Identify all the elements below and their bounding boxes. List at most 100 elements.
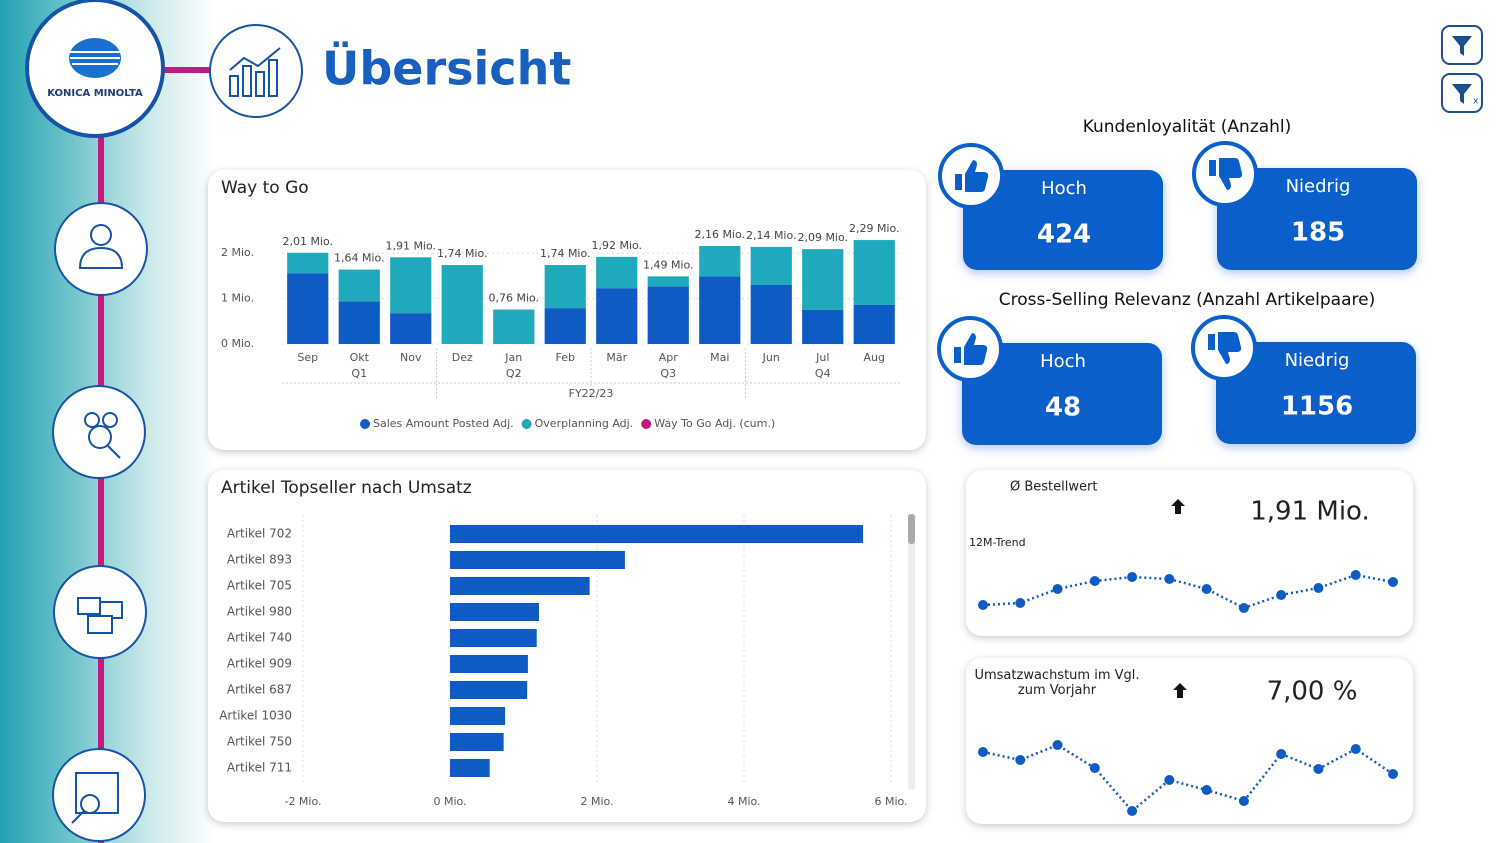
- x-tick-label: Jun: [762, 351, 780, 364]
- quarter-label: Q2: [506, 367, 522, 380]
- legend-dot: [641, 419, 652, 429]
- y-tick-label: Artikel 740: [227, 631, 292, 645]
- total-label: 1,74 Mio.: [540, 247, 591, 260]
- y-tick-label: Artikel 1030: [219, 709, 292, 723]
- y-tick-label: Artikel 711: [227, 761, 292, 775]
- bar-segment: [493, 309, 535, 344]
- trend-point: [978, 600, 988, 610]
- bar: [450, 629, 537, 647]
- kpi-value: 48: [1045, 393, 1081, 423]
- bar-segment: [390, 313, 432, 344]
- kpi-value: 424: [1037, 220, 1091, 250]
- svg-text:x: x: [1473, 97, 1479, 107]
- trend-point: [978, 747, 988, 757]
- total-label: 1,64 Mio.: [334, 252, 385, 265]
- bar: [450, 733, 504, 751]
- chart-title: Way to Go: [221, 178, 309, 198]
- scroll-thumb[interactable]: [908, 514, 915, 544]
- trend-point: [1238, 603, 1249, 613]
- total-label: 2,29 Mio.: [849, 222, 900, 235]
- legend-label: Way To Go Adj. (cum.): [654, 417, 775, 430]
- total-label: 1,49 Mio.: [643, 258, 694, 271]
- x-tick-label: Mär: [606, 351, 627, 364]
- bar-segment: [802, 249, 844, 310]
- trend-point: [1238, 796, 1249, 806]
- bestellwert-panel: [966, 470, 1413, 636]
- x-tick-label: 6 Mio.: [874, 795, 907, 808]
- trend-point: [1015, 755, 1026, 765]
- x-tick-label: Mai: [710, 351, 729, 364]
- total-label: 2,16 Mio.: [694, 228, 745, 241]
- trend-point: [1015, 598, 1026, 608]
- y-tick-label: Artikel 909: [227, 657, 292, 671]
- trend-point: [1164, 574, 1175, 584]
- scrollbar[interactable]: [908, 514, 915, 790]
- y-tick-label: 2 Mio.: [221, 246, 254, 259]
- bar: [450, 707, 506, 725]
- fiscal-year-label: FY22/23: [569, 387, 614, 400]
- legend-label: Overplanning Adj.: [535, 417, 634, 430]
- bar-segment: [853, 304, 895, 344]
- card-kpi: 7,00 %: [1267, 677, 1358, 707]
- bar-segment: [287, 273, 329, 344]
- kpi-label: Niedrig: [1286, 176, 1351, 197]
- trend-point: [1201, 785, 1212, 795]
- trend-arrow: [1171, 499, 1185, 514]
- x-tick-label: Nov: [400, 351, 422, 364]
- trend-point: [1388, 769, 1398, 779]
- chart-title: Artikel Topseller nach Umsatz: [221, 478, 472, 498]
- bar: [450, 577, 590, 595]
- nav-icons[interactable]: [52, 24, 303, 842]
- clear-filter-button[interactable]: x: [1441, 73, 1483, 113]
- y-tick-label: Artikel 893: [227, 553, 292, 567]
- trend-line: [982, 573, 1394, 610]
- total-label: 1,91 Mio.: [385, 239, 436, 252]
- x-tick-label: 0 Mio.: [433, 795, 466, 808]
- bar-segment: [441, 265, 483, 344]
- x-tick-label: Jul: [815, 351, 829, 364]
- bar-segment: [596, 288, 638, 344]
- bar-segment: [699, 276, 741, 344]
- bar-segment: [596, 256, 638, 289]
- umsatz-panel: [966, 658, 1413, 824]
- trend-point: [1127, 806, 1138, 816]
- card-kpi: 1,91 Mio.: [1250, 497, 1370, 527]
- bar-segment: [750, 285, 792, 344]
- y-tick-label: 1 Mio.: [221, 292, 254, 305]
- trend-point: [1089, 576, 1100, 586]
- bar: [450, 603, 539, 621]
- bar-segment: [544, 308, 586, 344]
- x-tick-label: Feb: [556, 351, 575, 364]
- x-tick-label: Dez: [452, 351, 473, 364]
- x-tick-label: -2 Mio.: [284, 795, 321, 808]
- bar-segment: [338, 269, 380, 302]
- quarter-label: Q1: [351, 367, 367, 380]
- bar-segment: [390, 257, 432, 314]
- thumb-glyph: [954, 333, 988, 365]
- total-label: 1,92 Mio.: [591, 239, 642, 252]
- x-tick-label: Jan: [504, 351, 522, 364]
- trend-point: [1350, 744, 1361, 754]
- bar: [450, 551, 625, 569]
- bar-segment: [647, 276, 689, 287]
- quarter-label: Q3: [660, 367, 676, 380]
- trend-point: [1052, 584, 1063, 594]
- y-tick-label: Artikel 980: [227, 605, 292, 619]
- y-tick-label: Artikel 687: [227, 683, 292, 697]
- trend-point: [1313, 583, 1324, 593]
- trend-point: [1350, 570, 1361, 580]
- legend-dot: [521, 419, 532, 429]
- thumb-glyph: [1209, 158, 1243, 190]
- trend-point: [1276, 590, 1287, 600]
- y-tick-label: 0 Mio.: [221, 337, 254, 350]
- x-tick-label: 2 Mio.: [580, 795, 613, 808]
- trend-arrow: [1173, 683, 1187, 698]
- bar-segment: [287, 252, 329, 274]
- kpi-group-title: Kundenloyalität (Anzahl): [1083, 117, 1292, 137]
- bar-segment: [750, 246, 792, 285]
- filter-button[interactable]: [1441, 25, 1483, 65]
- bar: [450, 525, 864, 543]
- y-tick-label: Artikel 750: [227, 735, 292, 749]
